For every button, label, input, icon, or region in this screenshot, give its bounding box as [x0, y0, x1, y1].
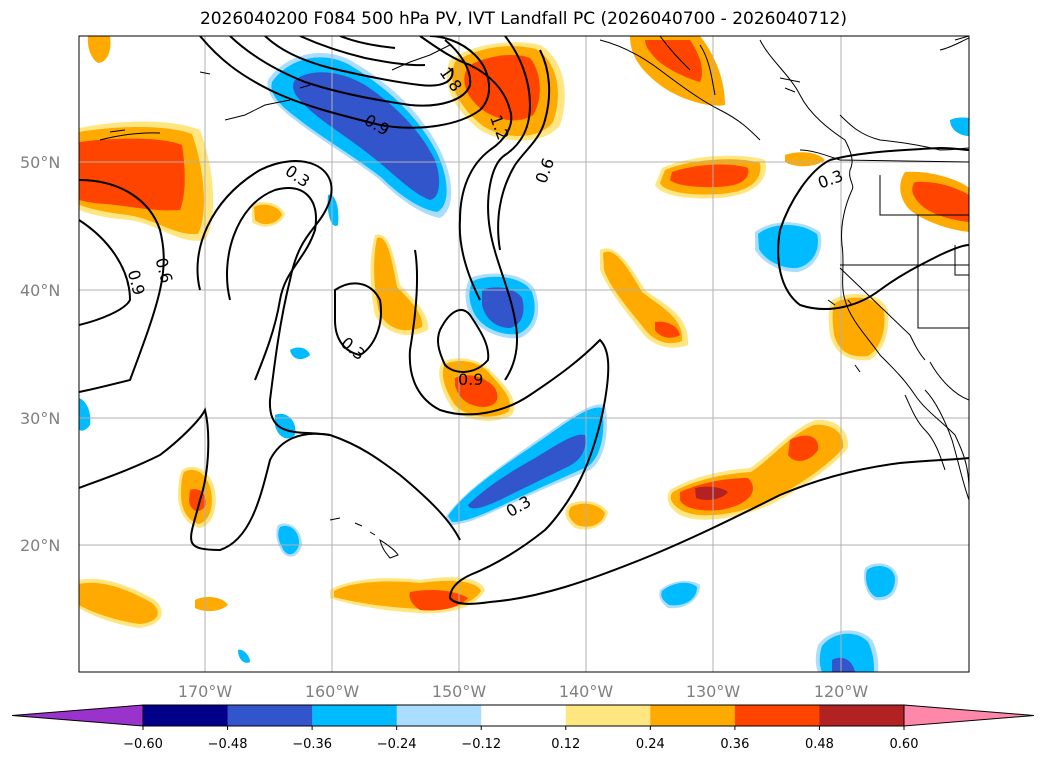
colorbar-segment: [565, 705, 651, 726]
lon-label-150w: 150°W: [432, 682, 487, 701]
colorbar-tick-label: 0.60: [890, 737, 919, 752]
colorbar-segment: [819, 705, 905, 726]
colorbar-ticks: −0.60 −0.48 −0.36 −0.24 −0.12 0.12 0.24 0.36 0.4…: [123, 726, 918, 752]
colorbar-segment: [650, 705, 736, 726]
colorbar-segment: [734, 705, 820, 726]
lat-label-20n: 20°N: [20, 536, 60, 555]
colorbar-tick-label: −0.24: [377, 737, 417, 752]
colorbar: −0.60 −0.48 −0.36 −0.24 −0.12 0.12 0.24 0.36 0.4…: [11, 704, 1035, 752]
lon-label-170w: 170°W: [178, 682, 233, 701]
colorbar-segment: [396, 705, 482, 726]
positive-anomaly-fills: [79, 36, 969, 628]
contour-label: 0.9: [458, 370, 483, 389]
lon-label-120w: 120°W: [814, 682, 869, 701]
colorbar-tick-label: −0.60: [123, 737, 163, 752]
colorbar-segments: [11, 704, 1035, 727]
colorbar-segment: [312, 705, 398, 726]
colorbar-tick-label: −0.12: [461, 737, 501, 752]
colorbar-segment: [481, 705, 567, 726]
colorbar-tick-label: −0.48: [208, 737, 248, 752]
lat-label-30n: 30°N: [20, 409, 60, 428]
lat-label-50n: 50°N: [20, 153, 60, 172]
colorbar-segment: [143, 705, 229, 726]
latitude-labels: 50°N 40°N 30°N 20°N: [20, 153, 60, 555]
longitude-labels: 170°W 160°W 150°W 140°W 130°W 120°W: [178, 682, 869, 701]
lat-label-40n: 40°N: [20, 281, 60, 300]
colorbar-extend-high: [903, 704, 1035, 727]
colorbar-tick-label: 0.12: [551, 737, 580, 752]
map-area: 1.8 1.2 0.9 0.6 0.3 0.6 0.9 0.3 0.9 0.3 …: [79, 36, 969, 672]
lon-label-140w: 140°W: [559, 682, 614, 701]
map-frame: [78, 35, 970, 673]
colorbar-frame: [142, 704, 905, 727]
negative-anomaly-fills: [79, 52, 969, 672]
colorbar-extend-low: [11, 704, 144, 727]
colorbar-tick-label: 0.36: [720, 737, 749, 752]
colorbar-tick-label: 0.48: [805, 737, 834, 752]
colorbar-tick-label: 0.24: [636, 737, 665, 752]
colorbar-segment: [227, 705, 313, 726]
map-title: 2026040200 F084 500 hPa PV, IVT Landfall…: [199, 9, 847, 29]
lon-label-130w: 130°W: [686, 682, 741, 701]
colorbar-tick-label: −0.36: [292, 737, 332, 752]
pv-contours: [79, 36, 969, 605]
coastlines: [99, 36, 969, 559]
lon-label-160w: 160°W: [305, 682, 360, 701]
